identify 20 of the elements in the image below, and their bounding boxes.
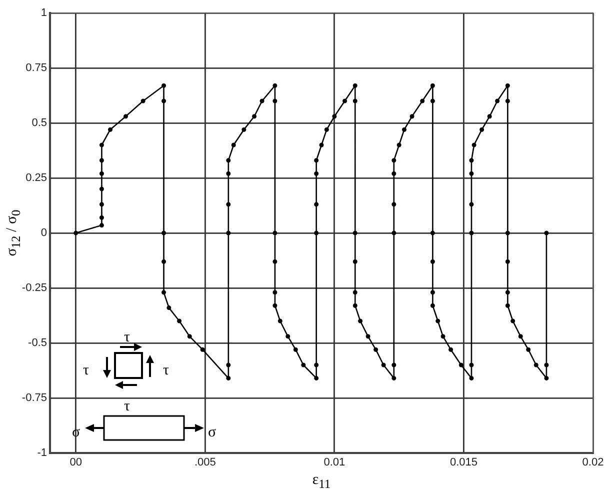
- y-tick-label: -0.5: [28, 337, 47, 350]
- x-tick-label: 0.015: [450, 456, 478, 469]
- y-tick-label: 0.75: [26, 62, 47, 74]
- annotation: σ: [208, 424, 216, 440]
- x-tick-label: .005: [194, 456, 216, 469]
- x-tick-label: 0.01: [324, 456, 346, 469]
- y-tick-label: -0.25: [22, 282, 47, 294]
- y-tick-label: 0.25: [26, 172, 47, 184]
- x-tick-label: 00: [70, 456, 82, 469]
- x-axis-title: ε$_{11}$: [311, 472, 332, 492]
- x-tick-label: 0.02: [582, 456, 604, 469]
- y-tick-label: 0.5: [32, 117, 47, 130]
- annotation: τ: [82, 362, 90, 378]
- y-tick-label: -1: [37, 447, 47, 460]
- annotation: τ: [124, 398, 130, 414]
- y-tick-label: -0.75: [22, 392, 47, 404]
- annotation: τ: [124, 329, 130, 346]
- y-tick-label: 1: [40, 7, 47, 20]
- y-tick-label: 0: [40, 227, 47, 240]
- annotation: τ: [162, 362, 170, 378]
